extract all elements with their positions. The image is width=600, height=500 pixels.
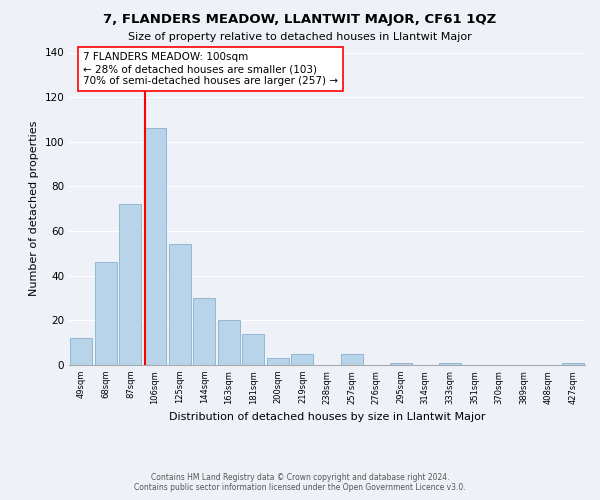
Bar [144, 128, 166, 365]
Bar [95, 262, 117, 365]
X-axis label: Distribution of detached houses by size in Llantwit Major: Distribution of detached houses by size … [169, 412, 485, 422]
Bar [292, 354, 313, 365]
Text: Size of property relative to detached houses in Llantwit Major: Size of property relative to detached ho… [128, 32, 472, 42]
Bar [389, 363, 412, 365]
Bar [267, 358, 289, 365]
Bar [439, 363, 461, 365]
Bar [193, 298, 215, 365]
Y-axis label: Number of detached properties: Number of detached properties [29, 121, 39, 296]
Bar [218, 320, 240, 365]
Text: 7, FLANDERS MEADOW, LLANTWIT MAJOR, CF61 1QZ: 7, FLANDERS MEADOW, LLANTWIT MAJOR, CF61… [103, 12, 497, 26]
Bar [169, 244, 191, 365]
Bar [562, 363, 584, 365]
Bar [70, 338, 92, 365]
Bar [119, 204, 142, 365]
Text: Contains HM Land Registry data © Crown copyright and database right 2024.
Contai: Contains HM Land Registry data © Crown c… [134, 473, 466, 492]
Bar [341, 354, 362, 365]
Text: 7 FLANDERS MEADOW: 100sqm
← 28% of detached houses are smaller (103)
70% of semi: 7 FLANDERS MEADOW: 100sqm ← 28% of detac… [83, 52, 338, 86]
Bar [242, 334, 265, 365]
